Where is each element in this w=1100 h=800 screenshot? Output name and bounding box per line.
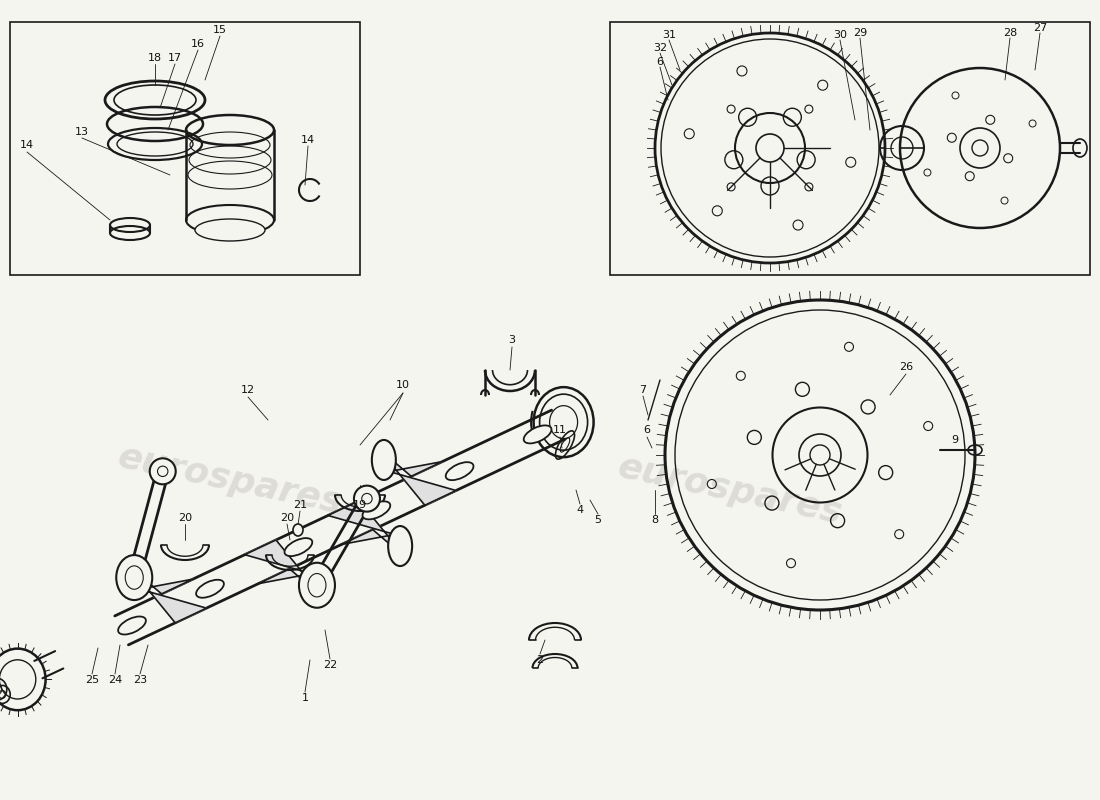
Text: 1: 1	[301, 693, 308, 703]
Ellipse shape	[125, 566, 143, 590]
Text: 15: 15	[213, 25, 227, 35]
Bar	[10, 22, 360, 275]
Polygon shape	[129, 566, 192, 594]
Ellipse shape	[122, 558, 146, 598]
Text: 24: 24	[108, 675, 122, 685]
Text: 32: 32	[653, 43, 667, 53]
Ellipse shape	[363, 502, 390, 519]
Text: 30: 30	[833, 30, 847, 40]
Text: eurospares: eurospares	[114, 440, 345, 520]
Ellipse shape	[388, 526, 412, 566]
Text: 23: 23	[133, 675, 147, 685]
Ellipse shape	[285, 538, 312, 556]
Text: 2: 2	[537, 655, 543, 665]
Ellipse shape	[308, 574, 326, 597]
Text: 19: 19	[353, 500, 367, 510]
Ellipse shape	[354, 486, 379, 512]
Text: 12: 12	[241, 385, 255, 395]
Ellipse shape	[524, 426, 551, 443]
Text: 29: 29	[852, 28, 867, 38]
Text: 17: 17	[168, 53, 183, 63]
Text: eurospares: eurospares	[615, 450, 845, 530]
Text: 3: 3	[508, 335, 516, 345]
Polygon shape	[378, 448, 442, 476]
Text: 9: 9	[952, 435, 958, 445]
Text: 6: 6	[657, 57, 663, 67]
Ellipse shape	[196, 580, 224, 598]
Polygon shape	[245, 540, 322, 597]
Ellipse shape	[372, 440, 396, 480]
Text: 13: 13	[75, 127, 89, 137]
Text: 4: 4	[576, 505, 584, 515]
Ellipse shape	[293, 524, 303, 536]
Text: 25: 25	[85, 675, 99, 685]
Text: 20: 20	[178, 513, 192, 523]
Ellipse shape	[195, 219, 265, 241]
Text: 14: 14	[301, 135, 315, 145]
Ellipse shape	[446, 462, 473, 480]
Text: 21: 21	[293, 500, 307, 510]
Polygon shape	[129, 566, 207, 623]
Ellipse shape	[150, 458, 176, 484]
Text: 27: 27	[1033, 23, 1047, 33]
Text: 26: 26	[899, 362, 913, 372]
Text: 16: 16	[191, 39, 205, 49]
Text: 28: 28	[1003, 28, 1018, 38]
Text: 5: 5	[594, 515, 602, 525]
Ellipse shape	[117, 555, 152, 600]
Text: 22: 22	[323, 660, 337, 670]
Text: 10: 10	[396, 380, 410, 390]
Bar	[610, 22, 1090, 275]
Polygon shape	[258, 569, 322, 597]
Text: 11: 11	[553, 425, 566, 435]
Text: 31: 31	[662, 30, 676, 40]
Text: 8: 8	[651, 515, 659, 525]
Text: 20: 20	[279, 513, 294, 523]
Polygon shape	[378, 448, 456, 506]
Ellipse shape	[305, 566, 329, 606]
Text: 18: 18	[147, 53, 162, 63]
Text: 7: 7	[639, 385, 647, 395]
Text: 6: 6	[644, 425, 650, 435]
Ellipse shape	[118, 617, 146, 634]
Polygon shape	[342, 530, 406, 558]
Text: 14: 14	[20, 140, 34, 150]
Polygon shape	[328, 501, 406, 558]
Ellipse shape	[299, 562, 336, 608]
